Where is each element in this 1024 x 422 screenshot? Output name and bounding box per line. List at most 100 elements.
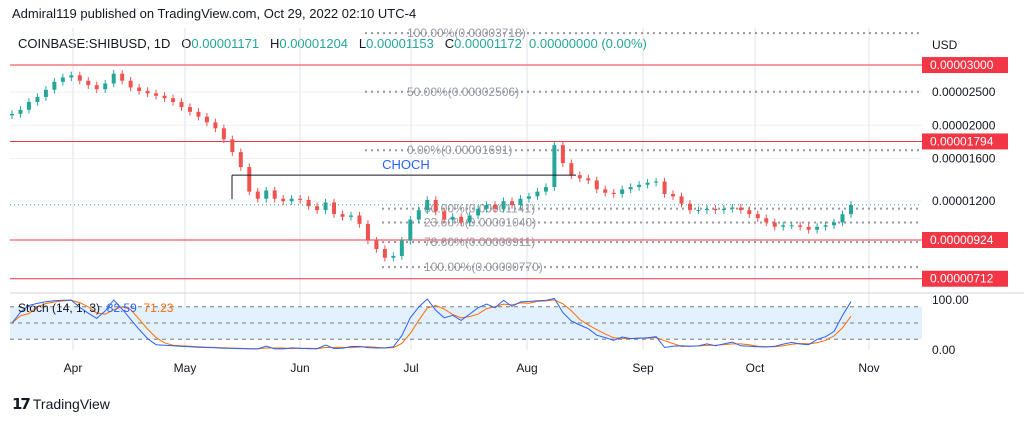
candle-body (781, 225, 786, 227)
tradingview-logo-icon[interactable]: 17 (12, 395, 31, 413)
candle-body (52, 81, 57, 90)
candle-body (35, 96, 40, 102)
level-price-tag (922, 232, 1008, 249)
candle-body (238, 152, 243, 168)
choch-label[interactable]: CHOCH (382, 157, 430, 172)
candle-body (679, 196, 684, 204)
low-value: 0.00001153 (366, 36, 434, 51)
candle-body (298, 198, 303, 200)
candle-body (145, 90, 150, 94)
fib-level-label: 0.00%(0.00001691) (407, 143, 512, 157)
candle-body (340, 214, 345, 217)
stoch-k-line (11, 297, 852, 350)
fib-level-label: 50.00%(0.00002506) (407, 85, 519, 99)
candle-body (196, 111, 201, 117)
candle-body (18, 109, 23, 114)
candle-body (272, 190, 277, 199)
stoch-axis-label: 0.00 (932, 343, 956, 357)
candle-body (289, 198, 294, 202)
level-price-tag (922, 133, 1008, 150)
candle-body (154, 93, 159, 96)
candle-body (620, 189, 625, 194)
x-tick-label: Apr (64, 361, 83, 375)
candle-body (467, 215, 472, 223)
close-value: 0.00001172 (454, 36, 522, 51)
candle-body (730, 207, 735, 209)
candle-body (433, 199, 438, 212)
candle-body (687, 203, 692, 211)
candle-body (628, 187, 633, 190)
candle-body (510, 201, 515, 205)
fib-level-label: 78.60%(0.00000911) (424, 235, 535, 249)
candle-body (94, 85, 99, 90)
candle-body (849, 204, 853, 215)
currency-label: USD (932, 38, 958, 52)
stoch-k-value: 82.59 (106, 301, 137, 315)
candle-body (450, 216, 455, 220)
candle-body (171, 98, 176, 102)
candle-body (26, 101, 31, 110)
candle-body (332, 202, 337, 215)
candle-body (10, 113, 14, 116)
y-tick-label: 0.00002500 (932, 85, 996, 99)
candle-body (764, 218, 769, 223)
brand-name[interactable]: TradingView (32, 396, 110, 412)
candle-body (798, 225, 803, 227)
level-price-label: 0.00000712 (930, 272, 994, 286)
x-tick-label: May (174, 361, 197, 375)
candle-body (382, 248, 387, 258)
stoch-legend: Stoch (14, 1, 3) 82.59 71.23 (18, 301, 173, 315)
candle-body (416, 210, 421, 220)
candle-body (696, 210, 701, 212)
candle-body (713, 208, 718, 211)
candle-body (442, 211, 447, 220)
candle-body (501, 201, 506, 209)
publish-info: Admiral119 published on TradingView.com,… (12, 6, 417, 21)
candle-body (69, 75, 74, 78)
symbol-label[interactable]: COINBASE:SHIBUSD, 1D (18, 36, 171, 51)
candle-body (128, 80, 133, 88)
x-tick-label: Sep (632, 361, 654, 375)
footer: 17 TradingView (12, 395, 110, 413)
candle-body (476, 208, 481, 216)
candle-body (162, 95, 167, 99)
candle-body (221, 128, 226, 140)
candle-body (654, 181, 659, 183)
candle-body (577, 175, 582, 179)
candle-body (264, 190, 269, 199)
candle-body (560, 145, 565, 164)
candle-body (391, 255, 396, 258)
candle-body (535, 191, 540, 197)
y-tick-label: 0.00002000 (932, 118, 996, 132)
candle-body (77, 75, 82, 81)
x-tick-label: Jul (403, 361, 418, 375)
price-chart-svg[interactable]: Apr May Jun Jul Aug Sep Oct Nov 0.00002500 0.0000… (0, 28, 1024, 384)
ohlc-legend: COINBASE:SHIBUSD, 1D O0.00001171 H0.0000… (18, 36, 647, 51)
candle-body (484, 204, 489, 209)
candle-body (586, 178, 591, 181)
x-tick-label: Aug (516, 361, 537, 375)
candle-body (721, 208, 726, 211)
candle-body (518, 198, 523, 205)
candle-body (459, 216, 464, 223)
close-label: C (444, 36, 455, 51)
candle-body (526, 196, 531, 199)
candle-body (230, 139, 235, 153)
chart-area[interactable]: Apr May Jun Jul Aug Sep Oct Nov 0.00002500 0.0000… (0, 28, 1024, 384)
candle-body (637, 184, 642, 188)
candle-body (789, 225, 794, 227)
candle-body (137, 87, 142, 91)
candle-body (187, 107, 192, 112)
level-price-label: 0.00001794 (930, 134, 994, 148)
candle-body (348, 215, 353, 217)
y-tick-label: 0.00001600 (932, 151, 996, 165)
candle-body (840, 214, 845, 223)
candle-body (357, 215, 362, 224)
candle-body (315, 206, 320, 211)
candle-body (645, 182, 650, 185)
fib-level-label: 23.60%(0.00001040) (424, 215, 536, 229)
candle-body (569, 163, 574, 176)
candle-body (408, 219, 413, 241)
candle-body (374, 240, 379, 249)
stoch-name[interactable]: Stoch (14, 1, 3) (18, 301, 101, 315)
